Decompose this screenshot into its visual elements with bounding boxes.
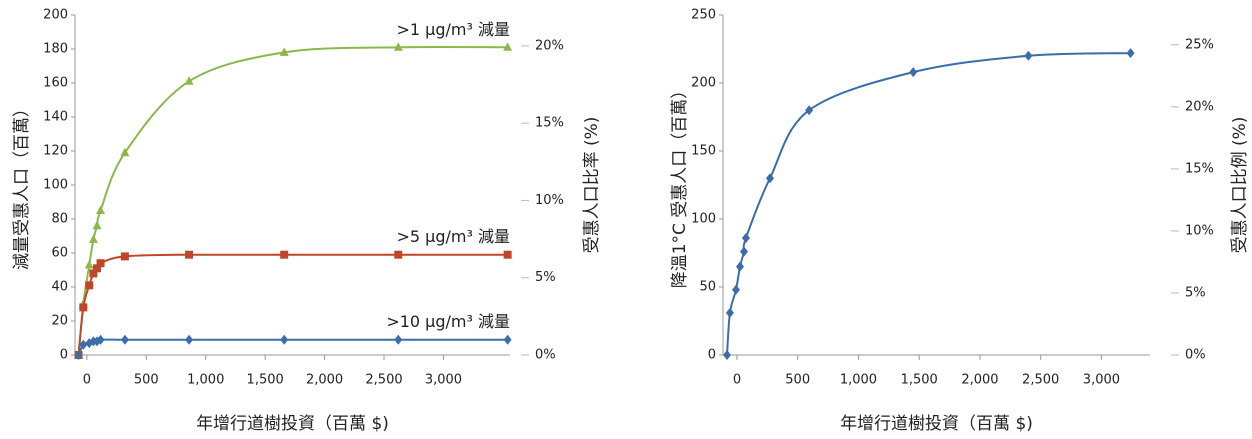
series-line	[726, 52, 1131, 356]
data-point	[79, 303, 88, 312]
x-axis-title: 年增行道樹投資（百萬 $)	[196, 414, 389, 434]
y-tick-label: 200	[691, 76, 716, 91]
y2-tick-label: 0%	[1185, 348, 1206, 363]
data-point	[909, 67, 918, 78]
data-point	[92, 220, 102, 230]
data-point	[725, 307, 734, 318]
y2-axis-title: 受惠人口比例 (%)	[1230, 117, 1250, 254]
series-line	[77, 338, 508, 356]
data-point	[736, 261, 745, 272]
data-point	[74, 350, 83, 360]
data-point	[279, 47, 289, 56]
x-axis-title: 年增行道樹投資（百萬 $)	[840, 414, 1033, 434]
x-tick-label: 1,000	[187, 373, 224, 388]
y2-axis-title: 受惠人口比率 (%)	[582, 117, 602, 254]
data-point	[1024, 50, 1033, 61]
data-point	[766, 173, 775, 184]
data-point	[184, 76, 194, 85]
data-point	[85, 281, 94, 290]
data-point	[120, 252, 129, 261]
x-tick-label: 2,500	[365, 373, 402, 388]
y-tick-label: 120	[43, 144, 68, 159]
data-point	[1126, 48, 1135, 59]
x-tick-label: 0	[83, 373, 91, 388]
y2-tick-label: 25%	[1185, 37, 1214, 52]
x-tick-label: 1,500	[901, 373, 938, 388]
y-axis-title: 降溫1°C 受惠人口（百萬）	[670, 82, 690, 289]
y-tick-label: 40	[51, 280, 68, 295]
data-point	[120, 334, 129, 345]
y-tick-label: 160	[43, 76, 68, 91]
data-point	[723, 350, 732, 360]
data-point	[96, 334, 105, 345]
y2-tick-label: 0%	[535, 348, 556, 363]
x-tick-label: 1,500	[247, 373, 284, 388]
data-point	[805, 105, 814, 116]
x-tick-label: 500	[785, 373, 810, 388]
data-point	[88, 234, 98, 243]
data-point	[741, 233, 750, 244]
data-point	[280, 334, 289, 345]
y-tick-label: 0	[60, 348, 68, 363]
data-point	[503, 334, 512, 345]
y2-tick-label: 15%	[1185, 161, 1214, 176]
data-point	[740, 246, 749, 257]
y-tick-label: 250	[691, 8, 716, 23]
x-tick-label: 500	[134, 373, 159, 388]
data-point	[280, 250, 289, 259]
series-label: >10 μg/m³ 減量	[386, 312, 510, 331]
y-tick-label: 200	[43, 8, 68, 23]
y2-tick-label: 5%	[535, 270, 556, 285]
series-line	[77, 45, 508, 356]
y2-tick-label: 15%	[535, 116, 564, 131]
y-tick-label: 50	[699, 280, 716, 295]
data-point	[96, 205, 106, 214]
x-tick-label: 0	[733, 373, 741, 388]
series-label: >1 μg/m³ 減量	[397, 20, 511, 39]
y-tick-label: 140	[43, 110, 68, 125]
y-tick-label: 150	[691, 144, 716, 159]
y-tick-label: 0	[708, 348, 716, 363]
x-tick-label: 1,000	[840, 373, 877, 388]
data-point	[79, 339, 88, 350]
data-point	[84, 259, 94, 269]
data-point	[394, 334, 403, 345]
y-tick-label: 100	[691, 212, 716, 227]
y-tick-label: 20	[51, 314, 68, 329]
y2-tick-label: 10%	[1185, 223, 1214, 238]
x-tick-label: 2,000	[961, 373, 998, 388]
y2-tick-label: 20%	[535, 38, 564, 53]
x-tick-label: 3,000	[1083, 373, 1120, 388]
y2-tick-label: 10%	[535, 193, 564, 208]
data-point	[394, 250, 403, 259]
data-point	[503, 250, 512, 259]
y2-tick-label: 20%	[1185, 99, 1214, 114]
x-tick-label: 2,500	[1022, 373, 1059, 388]
y2-tick-label: 5%	[1185, 285, 1206, 300]
y-tick-label: 60	[51, 246, 68, 261]
data-point	[185, 250, 194, 259]
data-point	[185, 334, 194, 345]
y-axis-title: 減量受惠人口（百萬）	[12, 100, 32, 270]
y-tick-label: 100	[43, 178, 68, 193]
data-point	[731, 284, 740, 295]
y-tick-label: 180	[43, 42, 68, 57]
y-tick-label: 80	[51, 212, 68, 227]
data-point	[96, 259, 105, 268]
data-point	[503, 42, 513, 51]
series-label: >5 μg/m³ 減量	[397, 227, 511, 246]
data-point	[393, 42, 403, 51]
x-tick-label: 3,000	[425, 373, 462, 388]
x-tick-label: 2,000	[306, 373, 343, 388]
data-point	[120, 147, 130, 157]
